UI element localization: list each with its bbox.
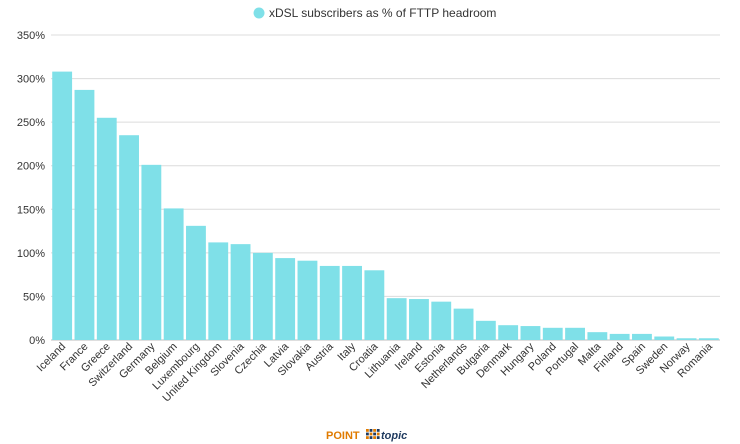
y-axis: 0% 50% 100% 150% 200% 250% 300% 350%	[17, 30, 45, 347]
brand-logo: POINT topic	[326, 429, 407, 442]
bar-portugal	[565, 327, 585, 340]
legend: xDSL subscribers as % of FTTP headroom	[253, 6, 496, 20]
brand-square	[369, 429, 373, 432]
brand-square	[376, 436, 380, 439]
y-tick-label: 0%	[29, 335, 45, 347]
bar-austria	[319, 265, 340, 340]
y-tick-label: 200%	[17, 161, 45, 173]
bar-slovenia	[230, 244, 251, 340]
brand-square	[366, 432, 369, 436]
bar-bulgaria	[475, 320, 496, 340]
y-tick-label: 250%	[17, 117, 45, 129]
brand-square	[373, 432, 376, 436]
bar-romania	[698, 338, 719, 340]
bar-czechia	[252, 252, 273, 340]
bar-switzerland	[119, 135, 139, 340]
brand-logo-topic: topic	[381, 430, 407, 442]
y-tick-label: 150%	[17, 204, 45, 216]
bar-estonia	[431, 301, 452, 340]
bar-norway	[676, 338, 697, 340]
brand-square	[366, 436, 369, 439]
bar-ireland	[409, 299, 429, 340]
bar-lithuania	[386, 298, 407, 340]
gridlines	[51, 34, 720, 341]
brand-square	[373, 436, 376, 439]
bar-malta	[587, 332, 608, 340]
legend-label: xDSL subscribers as % of FTTP headroom	[269, 6, 496, 20]
bar-croatia	[364, 270, 385, 340]
bar-denmark	[498, 325, 519, 340]
x-axis: IcelandFranceGreeceSwitzerlandGermanyBel…	[35, 340, 716, 404]
y-tick-label: 50%	[23, 291, 45, 303]
brand-square	[369, 432, 373, 436]
brand-logo-mark	[366, 429, 380, 439]
y-tick-label: 300%	[17, 74, 45, 86]
brand-square	[373, 429, 376, 432]
y-tick-label: 350%	[17, 30, 45, 42]
bar-iceland	[52, 71, 73, 340]
bar-united-kingdom	[208, 242, 229, 340]
y-tick-label: 100%	[17, 248, 45, 260]
bar-latvia	[275, 258, 296, 340]
brand-square	[376, 429, 380, 432]
bar-france	[74, 89, 95, 341]
bars	[52, 71, 719, 341]
bar-netherlands	[453, 308, 474, 340]
brand-square	[376, 432, 380, 436]
brand-square	[366, 429, 369, 432]
bar-slovakia	[297, 260, 318, 340]
bar-belgium	[163, 208, 184, 340]
bar-hungary	[520, 326, 541, 340]
bar-spain	[632, 333, 652, 340]
legend-swatch	[253, 7, 265, 19]
bar-germany	[141, 164, 162, 340]
bar-finland	[609, 333, 630, 340]
bar-greece	[96, 117, 117, 340]
bar-poland	[542, 327, 563, 340]
bar-italy	[342, 265, 362, 340]
bar-sweden	[654, 336, 675, 340]
brand-logo-point: POINT	[326, 430, 360, 442]
brand-square	[369, 436, 373, 439]
bar-luxembourg	[186, 225, 206, 340]
